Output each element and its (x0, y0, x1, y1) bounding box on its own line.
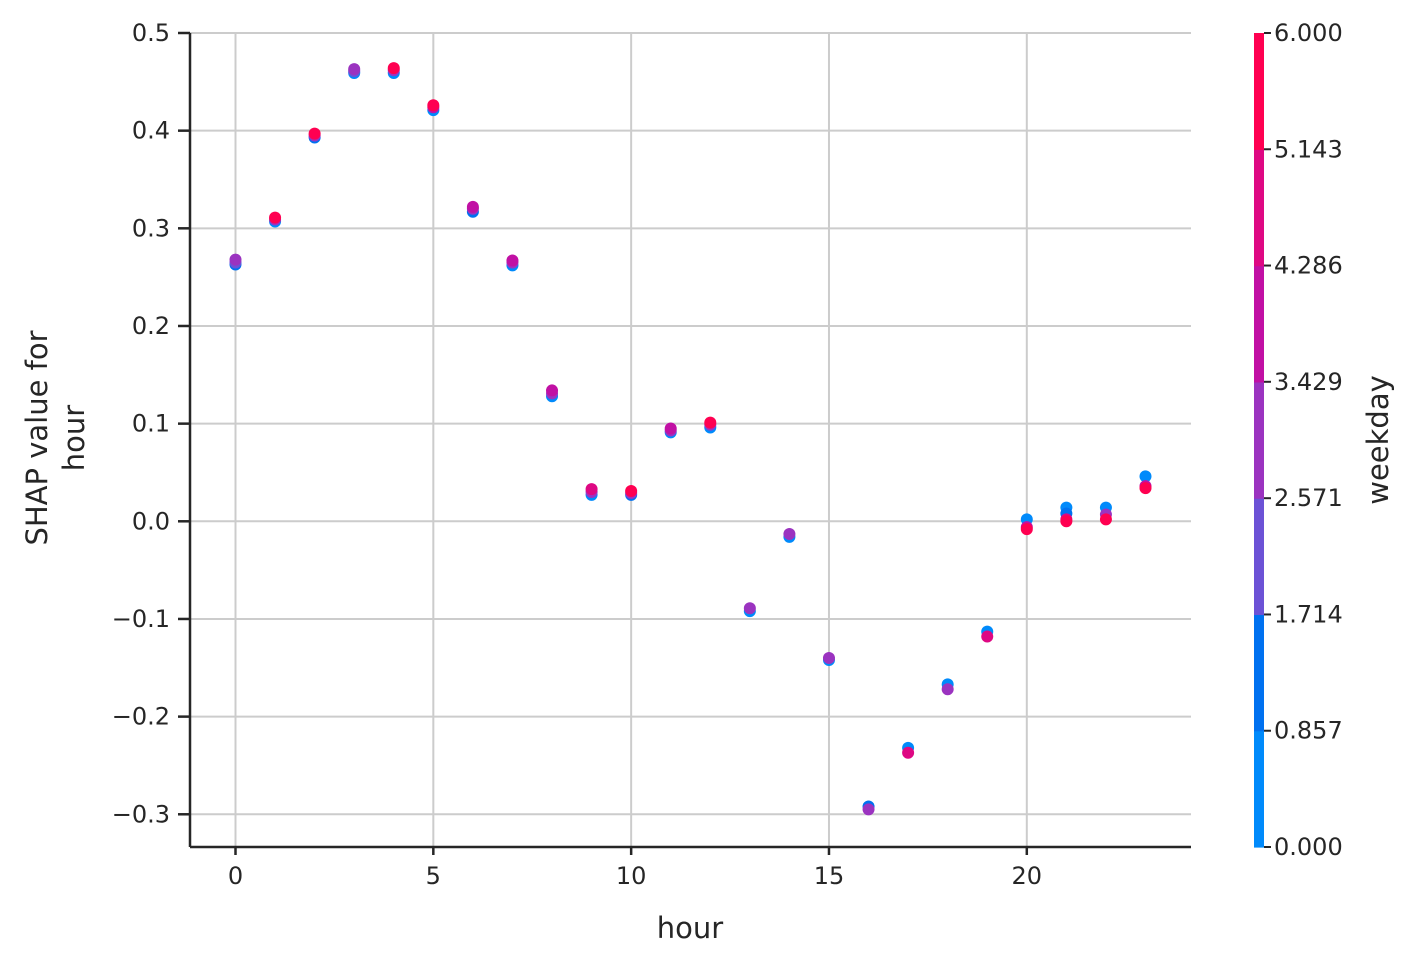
data-point (1139, 470, 1152, 483)
colorbar-segment (1254, 149, 1264, 267)
data-point (704, 416, 717, 429)
data-point (664, 422, 677, 435)
y-tick-label: 0.5 (132, 19, 170, 47)
colorbar-ticks: 6.000 5.143 4.286 3.429 2.571 1.714 0.857 0.000 (1264, 19, 1343, 861)
x-tick-label: 0 (228, 862, 243, 890)
x-tick-label: 5 (426, 862, 441, 890)
data-point (348, 63, 361, 76)
y-tick-label: 0.2 (132, 312, 170, 340)
data-point (387, 62, 400, 75)
data-point (1060, 515, 1073, 528)
colorbar-segment (1254, 381, 1264, 499)
y-tick-label: 0.3 (132, 214, 170, 242)
colorbar-segment (1254, 730, 1264, 848)
y-tick-label: 0.1 (132, 410, 170, 438)
data-point (902, 746, 915, 759)
colorbar-segment (1254, 498, 1264, 616)
data-points (229, 62, 1152, 816)
y-axis-ticks: 0.5 0.4 0.3 0.2 0.1 0.0 −0.1 −0.2 −0.3 (112, 19, 190, 828)
data-point (783, 527, 796, 540)
y-axis-label-line-2: hour (57, 405, 91, 472)
x-tick-label: 15 (814, 862, 845, 890)
y-tick-label: 0.0 (132, 507, 170, 535)
y-tick-label: −0.3 (112, 800, 170, 828)
data-point (822, 652, 835, 665)
colorbar-tick-label: 0.000 (1274, 833, 1343, 861)
x-axis-ticks: 0 5 10 15 20 (228, 847, 1042, 890)
colorbar-tick-label: 3.429 (1274, 368, 1343, 396)
colorbar-segment (1254, 33, 1264, 150)
colorbar-tick-label: 6.000 (1274, 19, 1343, 47)
colorbar-label: weekday (1361, 375, 1395, 505)
y-tick-label: 0.4 (132, 117, 170, 145)
data-point (427, 99, 440, 112)
data-point (229, 253, 242, 266)
data-point (269, 211, 282, 224)
colorbar (1254, 33, 1264, 848)
y-axis-label-line-1: SHAP value for (20, 330, 54, 545)
y-tick-label: −0.1 (112, 605, 170, 633)
data-point (308, 127, 321, 140)
data-point (1099, 513, 1112, 526)
colorbar-tick-label: 1.714 (1274, 600, 1343, 628)
colorbar-tick-label: 0.857 (1274, 717, 1343, 745)
colorbar-tick-label: 2.571 (1274, 484, 1343, 512)
data-point (862, 803, 875, 816)
colorbar-tick-label: 5.143 (1274, 135, 1343, 163)
data-point (981, 630, 994, 643)
data-point (506, 254, 519, 267)
data-point (466, 200, 479, 213)
grid-lines (190, 32, 1191, 847)
data-point (743, 602, 756, 615)
colorbar-segment (1254, 614, 1264, 732)
data-point (1020, 523, 1033, 536)
x-tick-label: 20 (1012, 862, 1043, 890)
colorbar-tick-label: 4.286 (1274, 252, 1343, 280)
x-tick-label: 10 (616, 862, 647, 890)
y-tick-label: −0.2 (112, 703, 170, 731)
axes (188, 33, 1191, 849)
colorbar-segment (1254, 265, 1264, 383)
x-axis-label: hour (657, 911, 724, 945)
data-point (1139, 482, 1152, 495)
data-point (625, 485, 638, 498)
data-point (546, 384, 559, 397)
data-point (941, 683, 954, 696)
data-point (585, 483, 598, 496)
